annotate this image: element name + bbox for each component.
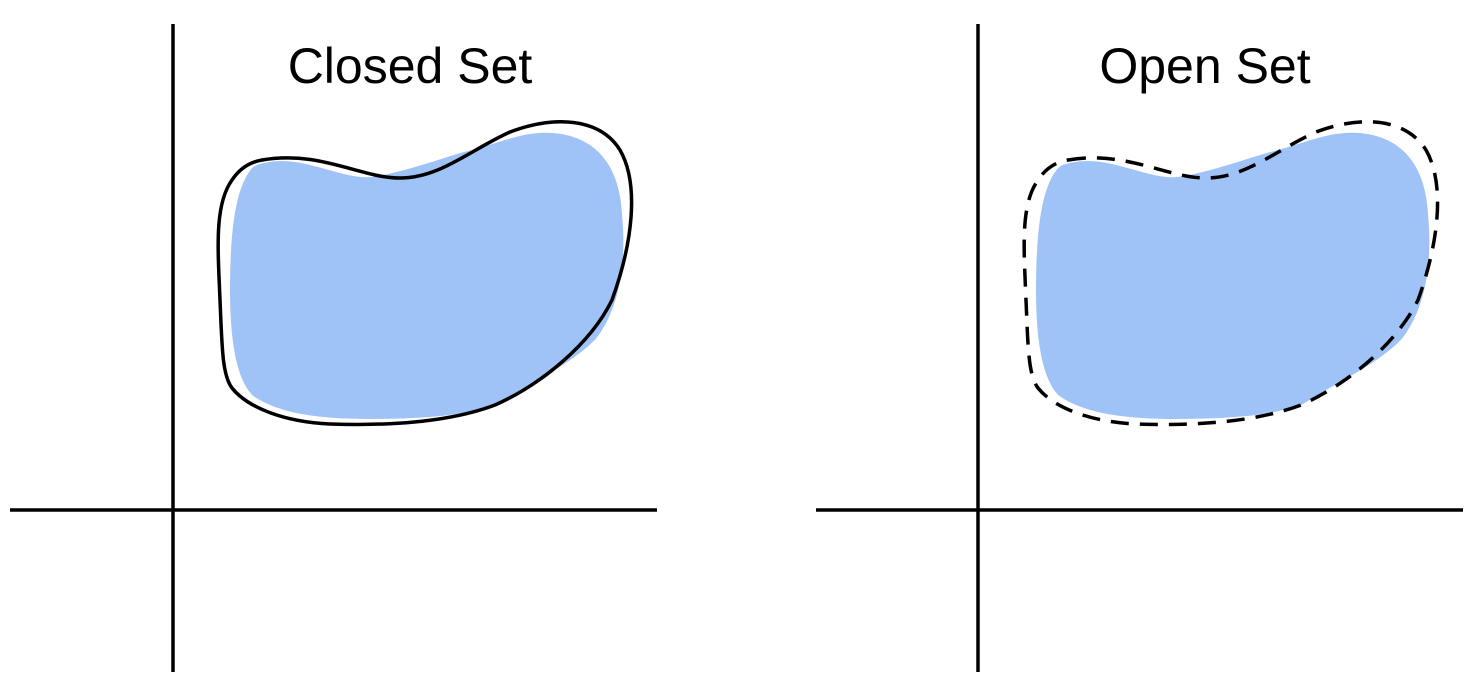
closed-set-region xyxy=(216,120,634,427)
closed-set-title: Closed Set xyxy=(288,38,533,94)
open-set-title: Open Set xyxy=(1099,38,1310,94)
open-set-region xyxy=(1022,120,1440,427)
closed-set-interior-fill xyxy=(230,132,624,419)
closed-set-panel: Closed Set xyxy=(10,24,657,672)
open-set-interior-fill xyxy=(1036,132,1430,419)
open-set-dashed-boundary xyxy=(1022,120,1440,427)
open-set-panel: Open Set xyxy=(816,24,1463,672)
closed-set-solid-boundary xyxy=(216,120,634,427)
